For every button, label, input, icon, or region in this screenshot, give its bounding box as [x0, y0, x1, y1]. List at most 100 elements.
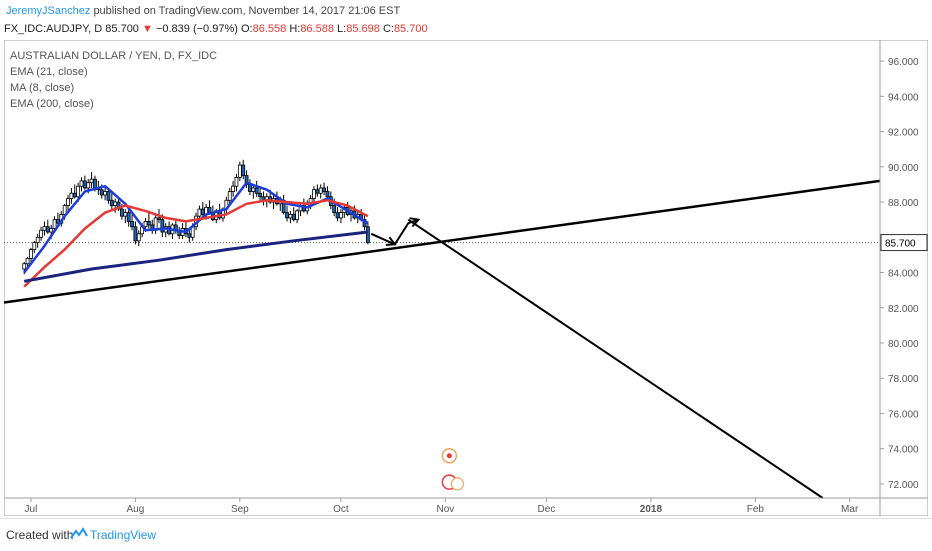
time-tick-label: Feb: [747, 504, 765, 515]
time-axis[interactable]: Jul Aug Sep Oct Nov Dec 2018 Feb Mar: [4, 497, 928, 515]
price-tick-label: 92.000: [888, 128, 919, 139]
close-label: C:: [382, 23, 394, 35]
candle-body: [365, 226, 370, 243]
candle-body: [69, 192, 74, 199]
candle-body: [231, 185, 236, 192]
price-tick-label: 78.000: [888, 374, 919, 385]
time-tick-label: Jul: [25, 504, 38, 515]
trend-drawings[interactable]: [4, 179, 881, 499]
price-tick-label: 74.000: [888, 445, 919, 456]
candle-body: [160, 219, 165, 233]
current-price-box: [880, 234, 928, 252]
indicator-line: [23, 181, 369, 274]
indicator-lines: [23, 181, 369, 288]
candle-body: [335, 212, 340, 219]
event-marker-dot: [446, 453, 452, 459]
time-tick-label: 2018: [640, 504, 663, 515]
candle-body: [291, 213, 296, 221]
price-tick-label: 84.000: [888, 269, 919, 280]
candle-body: [103, 191, 107, 196]
candle-body: [123, 212, 128, 217]
current-price-label: 85.700: [885, 239, 916, 250]
candle-body: [312, 189, 316, 199]
drop-line: [407, 218, 824, 499]
symbol: FX_IDC:AUDJPY, D: [4, 23, 103, 35]
candle-body: [133, 226, 138, 242]
price-tick-label: 82.000: [888, 304, 919, 315]
candle-body: [79, 180, 84, 187]
high-label: H:: [289, 23, 301, 35]
candle-body: [200, 208, 205, 215]
candle-body: [322, 187, 326, 192]
candle-body: [254, 187, 259, 194]
low-value: 85.698: [346, 23, 380, 35]
candle-body: [99, 189, 104, 196]
candle-body: [315, 189, 320, 194]
arrowhead-down: [385, 236, 397, 246]
candle-body: [157, 217, 161, 221]
price-tick-label: 96.000: [888, 57, 919, 68]
time-tick-label: Nov: [436, 504, 454, 515]
candle-body: [93, 178, 97, 189]
footer: Created with TradingView: [0, 518, 932, 551]
author-link[interactable]: JeremyJSanchez: [6, 5, 91, 17]
candle-body: [35, 236, 40, 243]
time-tick-label: Sep: [231, 504, 249, 515]
candle-body: [237, 164, 242, 178]
candle-body: [187, 233, 192, 238]
candle-body: [332, 205, 337, 214]
open-label: O:: [240, 23, 253, 35]
price-tick-label: 80.000: [888, 339, 919, 350]
legend-ema200[interactable]: EMA (200, close): [10, 98, 94, 110]
candle-body: [120, 208, 124, 217]
legend-ma8[interactable]: MA (8, close): [10, 82, 75, 94]
candle-body: [72, 192, 77, 198]
close-value: 85.700: [393, 23, 428, 35]
created-with: Created with: [6, 528, 74, 542]
candle-body: [126, 212, 131, 222]
last-price: 85.700: [105, 23, 139, 35]
legend-ema21[interactable]: EMA (21, close): [10, 66, 88, 78]
chart-border: [4, 40, 928, 516]
candle-body: [325, 191, 330, 198]
legend: AUSTRALIAN DOLLAR / YEN, D, FX_IDC EMA (…: [10, 48, 217, 112]
candle-body: [143, 221, 148, 228]
candle-body: [22, 263, 27, 270]
indicator-line: [23, 199, 369, 288]
candle-body: [251, 187, 256, 192]
candle-body: [106, 191, 111, 201]
change: −0.839 (−0.97%): [155, 23, 238, 35]
time-tick-label: Dec: [538, 504, 556, 515]
candle-body: [29, 249, 33, 259]
high-value: 86.588: [300, 23, 334, 35]
tradingview-logo-icon: [70, 527, 88, 539]
candle-body: [45, 226, 50, 233]
candle-body: [39, 229, 43, 238]
candle-body: [285, 212, 289, 219]
candle-body: [241, 164, 246, 177]
candle-body: [42, 226, 47, 231]
price-axis[interactable]: 96.00094.00092.00090.00088.00086.00084.0…: [879, 40, 928, 516]
price-tick-label: 90.000: [888, 163, 919, 174]
time-tick-label: Oct: [333, 504, 349, 515]
candle-body: [295, 210, 300, 221]
candle-body: [52, 219, 57, 229]
quote-line: FX_IDC:AUDJPY, D 85.700 ▼ −0.839 (−0.97%…: [4, 22, 428, 36]
candle-body: [258, 192, 262, 198]
time-tick-label: Aug: [127, 504, 145, 515]
price-chart[interactable]: 96.00094.00092.00090.00088.00086.00084.0…: [4, 40, 928, 516]
candle-body: [197, 208, 202, 217]
tradingview-brand[interactable]: TradingView: [90, 528, 157, 542]
candle-body: [49, 228, 54, 233]
candle-body: [109, 199, 114, 206]
candle-body: [136, 233, 141, 242]
candle-body: [288, 213, 293, 219]
candle-body: [66, 198, 70, 206]
event-markers[interactable]: [441, 447, 464, 491]
candle-body: [89, 178, 94, 184]
candle-body: [227, 191, 232, 201]
projection-path: [370, 218, 419, 246]
candle-body: [113, 201, 118, 206]
publish-info: published on TradingView.com, November 1…: [93, 5, 401, 17]
price-tick-label: 94.000: [888, 92, 919, 103]
